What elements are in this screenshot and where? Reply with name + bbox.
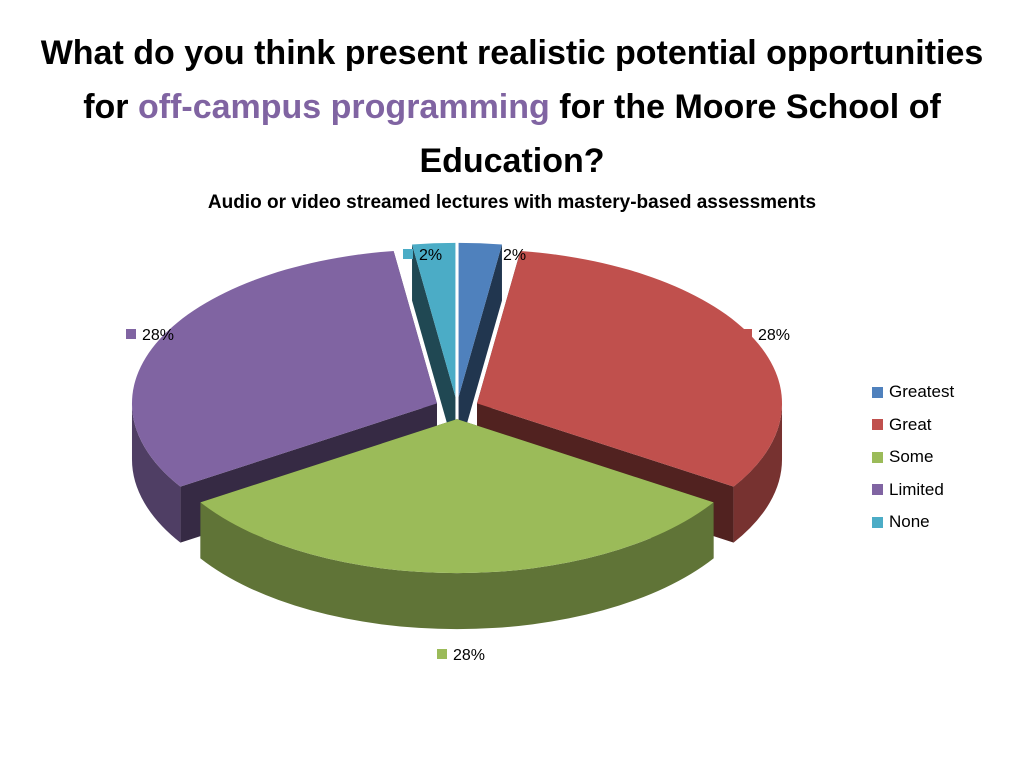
data-label-text: 28% <box>142 327 174 344</box>
legend-item-none: None <box>872 506 954 539</box>
data-labels: 2% 28% 28% 28% 2% <box>126 247 790 664</box>
data-label-greatest: 2% <box>487 247 526 264</box>
slice-rim <box>131 403 181 543</box>
title-text-1: What do you think present realistic pote… <box>40 34 984 126</box>
slice-side-wall <box>412 244 456 453</box>
legend-item-limited: Limited <box>872 474 954 507</box>
slice-top <box>458 242 502 397</box>
data-label-text: 2% <box>503 247 526 264</box>
data-label-marker <box>403 249 413 259</box>
pie-slice-none <box>412 242 456 453</box>
data-label-marker <box>742 329 752 339</box>
data-label-text: 28% <box>758 327 790 344</box>
data-label-marker <box>437 649 447 659</box>
slice-rim <box>733 403 783 543</box>
chart-title: Audio or video streamed lectures with ma… <box>207 192 817 213</box>
slice-rim <box>200 502 714 630</box>
legend-item-greatest: Greatest <box>872 376 954 409</box>
slice-top <box>477 250 783 487</box>
legend-swatch <box>872 516 883 528</box>
data-label-text: 28% <box>453 647 485 664</box>
data-label-text: 2% <box>419 247 442 264</box>
legend-label: Limited <box>889 479 944 499</box>
title-text-2: for the Moore School of Education? <box>419 88 941 180</box>
slice-top <box>200 419 714 574</box>
legend-swatch <box>872 451 883 463</box>
pie-slice-greatest <box>458 242 502 453</box>
data-label-marker <box>487 249 497 259</box>
pie-slices <box>131 242 783 630</box>
data-label-limited: 28% <box>126 327 174 344</box>
legend-item-some: Some <box>872 441 954 474</box>
legend: Greatest Great Some Limited None <box>872 376 954 539</box>
legend-swatch <box>872 386 883 398</box>
pie-slice-some <box>200 419 714 630</box>
data-label-none: 2% <box>403 247 442 264</box>
data-label-some: 28% <box>437 647 485 664</box>
legend-label: Great <box>889 414 932 434</box>
slice-top <box>131 250 437 487</box>
legend-item-great: Great <box>872 409 954 442</box>
data-label-marker <box>126 329 136 339</box>
slide-title: What do you think present realistic pote… <box>40 26 984 188</box>
title-highlight: off-campus programming <box>137 88 550 126</box>
legend-label: None <box>889 512 930 532</box>
legend-label: Greatest <box>889 382 955 402</box>
data-label-great: 28% <box>742 327 790 344</box>
legend-swatch <box>872 484 883 496</box>
legend-swatch <box>872 419 883 431</box>
legend-label: Some <box>889 447 934 467</box>
slice-side-wall <box>458 244 502 453</box>
slice-top <box>412 242 456 397</box>
